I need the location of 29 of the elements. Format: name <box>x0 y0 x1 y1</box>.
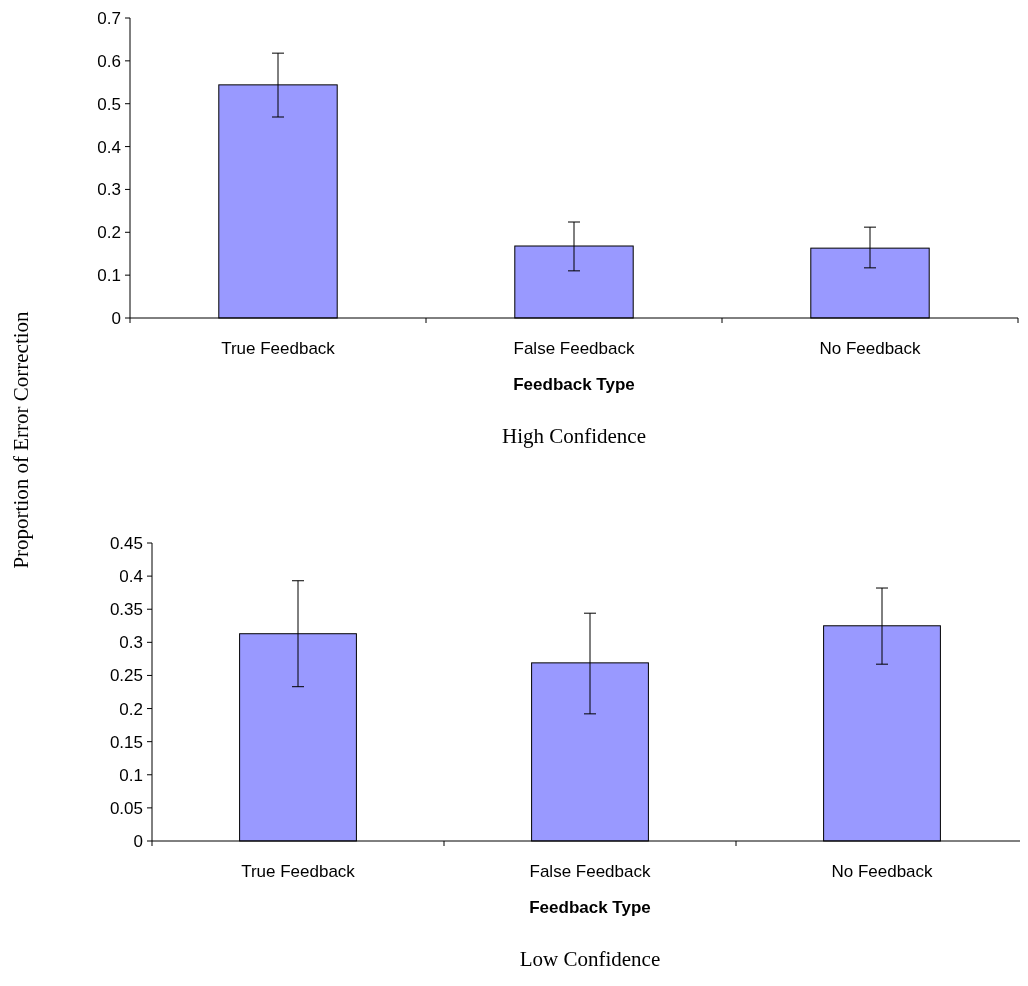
y-tick-label: 0.1 <box>119 765 143 785</box>
y-tick-label: 0.1 <box>97 266 121 286</box>
y-tick-label: 0 <box>133 831 143 851</box>
y-tick-label: 0.3 <box>119 633 143 653</box>
y-axis-title: Proportion of Error Correction <box>9 310 33 569</box>
y-tick-label: 0.15 <box>109 732 143 752</box>
y-tick-label: 0.3 <box>97 180 121 200</box>
y-tick-label: 0.2 <box>97 223 121 243</box>
x-tick-label: True Feedback <box>221 339 336 358</box>
x-tick-label: No Feedback <box>819 339 922 358</box>
text: High Confidence <box>501 424 647 448</box>
y-tick-label: 0.05 <box>109 798 143 818</box>
y-tick-label: 0 <box>111 308 121 328</box>
y-tick-label: 0.7 <box>97 8 121 28</box>
y-tick-label: 0.5 <box>97 94 121 114</box>
x-tick-label: False Feedback <box>529 862 651 881</box>
y-tick-label: 0.2 <box>119 699 143 719</box>
y-tick-label: 0.25 <box>109 666 143 686</box>
y-tick-label: 0.45 <box>109 533 143 553</box>
y-tick-label: 0.35 <box>109 600 143 620</box>
text: Low Confidence <box>519 947 661 971</box>
x-axis-title: Feedback Type <box>513 375 635 394</box>
x-tick-label: False Feedback <box>513 339 635 358</box>
y-tick-label: 0.4 <box>119 567 143 587</box>
y-tick-label: 0.6 <box>97 51 121 71</box>
x-tick-label: True Feedback <box>241 862 356 881</box>
x-axis-title: Feedback Type <box>529 898 651 917</box>
x-tick-label: No Feedback <box>831 862 934 881</box>
y-tick-label: 0.4 <box>97 137 121 157</box>
